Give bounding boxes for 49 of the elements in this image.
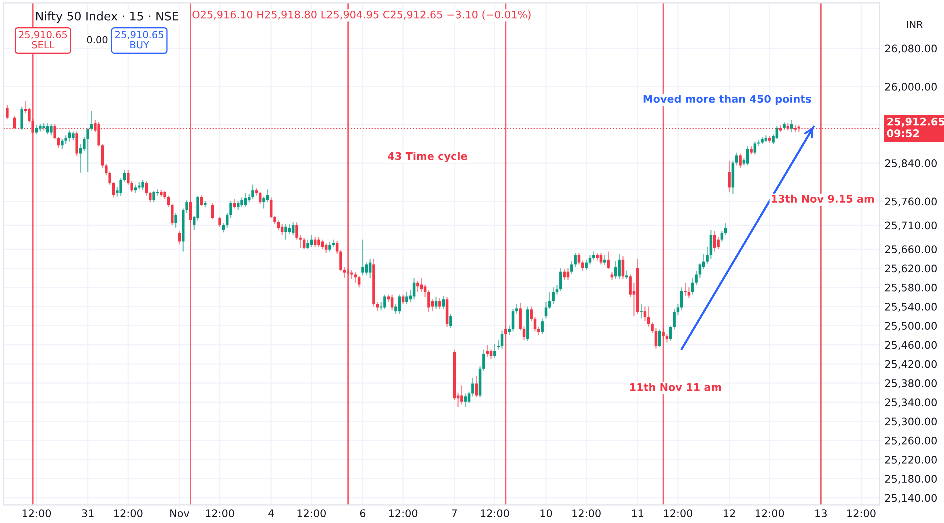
y-tick-label: 25,260.00 [885, 436, 937, 446]
y-tick-label: 25,340.00 [885, 398, 937, 408]
text: INR [907, 21, 924, 28]
x-tick-label: Nov [170, 510, 190, 518]
y-tick-label: 25,420.00 [885, 360, 937, 370]
text: O25,916.10 H25,918.80 L25,904.95 C25,912.65 −3.10 (−0.01%) [192, 10, 531, 20]
x-tick-label: 10 [540, 510, 552, 518]
y-tick-label: 26,080.00 [885, 44, 937, 54]
y-tick-label: 25,540.00 [885, 303, 937, 312]
y-tick-label: 25,500.00 [885, 322, 937, 332]
x-tick-label: 11 [632, 510, 644, 518]
x-tick-label: 12:00 [664, 510, 693, 518]
x-tick-label: 4 [268, 510, 274, 518]
y-tick-label: 25,180.00 [885, 475, 937, 484]
y-tick-label: 25,620.00 [885, 264, 937, 274]
annotation: 43 Time cycle [388, 152, 468, 162]
y-tick-label: 25,300.00 [885, 418, 937, 427]
x-tick-label: 12:00 [206, 510, 234, 518]
x-tick-label: 7 [452, 510, 458, 518]
x-tick-label: 31 [82, 510, 94, 518]
annotation: 11th Nov 11 am [630, 383, 722, 392]
x-tick-label: 12:00 [756, 510, 784, 518]
candlestick [156, 189, 160, 196]
y-tick-label: 25,220.00 [885, 456, 937, 465]
y-tick-label: 25,710.00 [885, 222, 937, 231]
y-tick-label: 25,840.00 [885, 160, 937, 168]
x-tick-label: 12:00 [22, 510, 52, 518]
annotation: 25,910.65 SELL [19, 31, 68, 49]
y-tick-label: 25,460.00 [885, 341, 937, 350]
annotation: 0.00 [87, 36, 108, 44]
annotation: 13th Nov 9.15 am [772, 194, 874, 203]
y-tick-label: 25,660.00 [885, 246, 937, 255]
y-tick-label: 25,760.00 [885, 198, 937, 207]
x-tick-label: 12:00 [114, 510, 143, 518]
y-tick-label: 25,140.00 [885, 494, 937, 504]
y-tick-label: 26,000.00 [885, 83, 937, 92]
y-tick-label: 25,380.00 [885, 380, 937, 388]
text: Nifty 50 Index · 15 · NSE [36, 12, 179, 24]
x-tick-label: 6 [360, 510, 366, 518]
x-tick-label: 12:00 [298, 510, 326, 518]
x-tick-label: 12:00 [572, 510, 601, 518]
x-tick-label: 13 [816, 510, 827, 518]
x-tick-label: 12:00 [481, 510, 510, 518]
annotation: Moved more than 450 points [644, 95, 812, 106]
y-tick-label: 25,580.00 [885, 284, 937, 293]
x-tick-label: 12:00 [389, 510, 418, 518]
x-tick-label: 12:00 [848, 510, 876, 518]
annotation: 25,910.65 BUY [116, 31, 164, 49]
x-tick-label: 12 [724, 510, 736, 518]
